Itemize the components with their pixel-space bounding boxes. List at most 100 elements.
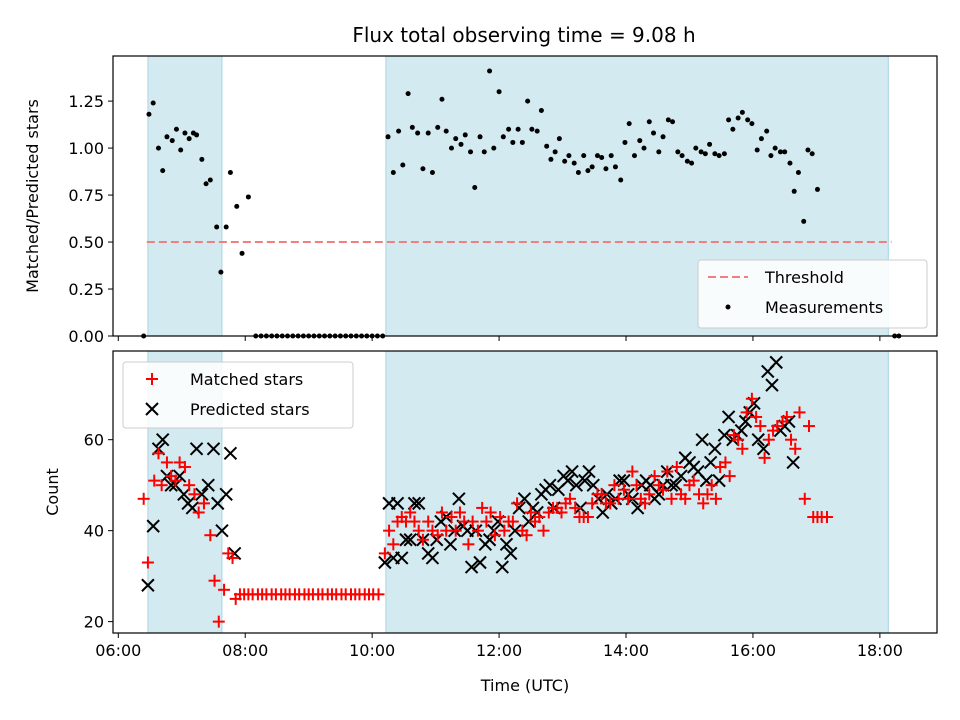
measurement-point — [726, 117, 732, 123]
matched-stars-point — [498, 524, 511, 537]
legend-threshold-label: Threshold — [764, 268, 844, 287]
measurement-point — [795, 170, 801, 176]
measurement-point — [223, 224, 229, 230]
measurement-point — [194, 132, 200, 138]
measurement-point — [552, 149, 558, 155]
top-y-tick-label: 0.75 — [68, 186, 104, 205]
measurement-point — [670, 119, 676, 125]
predicted-stars-point — [708, 442, 722, 456]
measurement-point — [396, 128, 402, 134]
measurement-point — [245, 194, 251, 200]
predicted-stars-point — [543, 478, 557, 492]
measurement-point — [556, 136, 562, 142]
predicted-stars-point — [464, 560, 479, 574]
measurement-point — [538, 107, 544, 113]
measurement-point — [707, 141, 713, 147]
matched-stars-point — [758, 451, 771, 464]
matched-stars-point — [740, 406, 753, 419]
matched-stars-point — [462, 538, 475, 551]
measurement-point — [665, 117, 671, 123]
matched-stars-point — [480, 515, 493, 528]
measurement-point — [548, 156, 554, 162]
predicted-stars-point — [399, 533, 413, 547]
measurement-point — [608, 153, 614, 159]
matched-stars-point — [218, 583, 231, 596]
measurement-point — [199, 156, 205, 162]
predicted-stars-point — [443, 537, 458, 552]
predicted-stars-point — [669, 478, 683, 492]
measurement-point — [631, 153, 637, 159]
bottom-y-axis-label: Count — [43, 468, 62, 516]
matched-stars-point — [608, 479, 621, 492]
x-tick-label: 12:00 — [476, 641, 522, 660]
measurement-point — [146, 111, 152, 117]
measurement-point — [429, 170, 435, 176]
measurement-point — [435, 124, 441, 130]
predicted-stars-point — [390, 496, 405, 511]
measurement-point — [612, 164, 618, 170]
matched-stars-point — [372, 588, 385, 601]
predicted-stars-point — [786, 455, 800, 470]
measurement-point — [390, 170, 396, 176]
top-y-axis-label: Matched/Predicted stars — [23, 99, 42, 293]
bot-shaded-interval — [385, 350, 889, 634]
matched-stars-point — [192, 506, 205, 519]
measurement-point — [594, 153, 600, 159]
predicted-stars-point — [765, 378, 779, 392]
measurement-point — [234, 203, 240, 209]
measurement-point — [409, 124, 415, 130]
matched-stars-point — [152, 447, 165, 460]
legend-predicted-swatch — [145, 402, 159, 416]
measurement-point — [603, 166, 609, 172]
matched-stars-point — [736, 442, 749, 455]
predicted-stars-point — [201, 478, 215, 492]
matched-stars-point — [798, 492, 811, 505]
x-tick-label: 10:00 — [349, 641, 395, 660]
measurement-point — [472, 185, 478, 191]
matched-stars-point — [639, 497, 652, 510]
legend-matched-swatch — [146, 373, 158, 385]
measurement-point — [562, 158, 568, 164]
measurement-point — [745, 117, 751, 123]
predicted-stars-point — [504, 546, 518, 561]
matched-stars-point — [687, 474, 700, 487]
bottom-panel: 20 40 60 06:00 08:00 10:00 12:00 14:00 16:00 18:… — [43, 350, 938, 695]
matched-stars-point — [803, 420, 816, 433]
measurement-point — [178, 147, 184, 153]
matched-stars-point — [537, 524, 550, 537]
top-shaded-interval — [147, 55, 223, 337]
matched-stars-point — [617, 483, 630, 496]
matched-stars-point — [408, 515, 421, 528]
measurement-point — [203, 181, 209, 187]
measurement-point — [777, 149, 783, 155]
matched-stars-point — [488, 529, 501, 542]
predicted-stars-point — [565, 464, 579, 479]
measurement-point — [500, 134, 506, 140]
matched-stars-point — [780, 410, 793, 423]
bottom-legend-box — [122, 361, 354, 429]
predicted-stars-point — [717, 428, 732, 442]
matched-stars-point — [581, 511, 594, 524]
top-y-tick-label: 0.00 — [68, 327, 104, 346]
measurement-point — [160, 168, 166, 174]
measurement-point — [515, 126, 521, 132]
measurement-point — [462, 132, 468, 138]
measurement-point — [575, 170, 581, 176]
top-y-tick-label: 1.00 — [68, 139, 104, 158]
matched-stars-point — [604, 497, 617, 510]
matched-stars-point — [511, 497, 524, 510]
predicted-stars-point — [378, 555, 392, 570]
predicted-stars-point — [495, 560, 509, 574]
matched-stars-point — [449, 524, 462, 537]
matched-stars-point — [723, 470, 736, 483]
measurement-point — [801, 218, 807, 224]
measurement-point — [814, 186, 820, 192]
matched-stars-point — [404, 506, 417, 519]
measurement-point — [468, 149, 474, 155]
bot-y-tick-label: 60 — [84, 431, 104, 450]
matched-stars-point — [471, 524, 484, 537]
measurement-point — [164, 134, 170, 140]
measurement-point — [637, 138, 643, 144]
x-tick-label: 16:00 — [730, 641, 776, 660]
measurement-point — [150, 100, 156, 106]
